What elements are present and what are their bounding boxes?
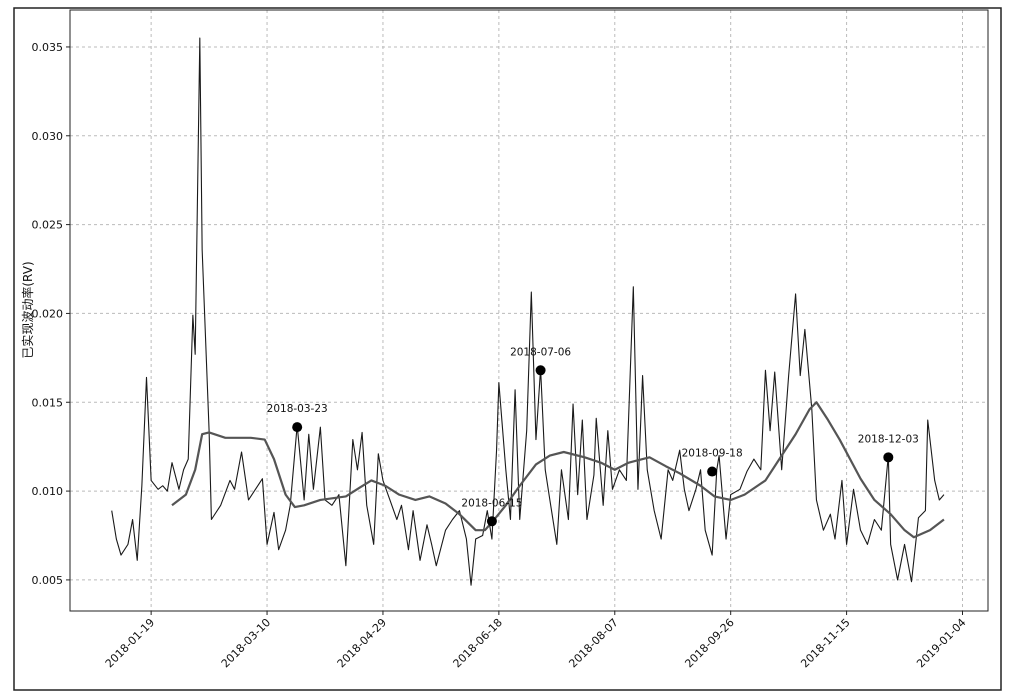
annotation-point	[486, 516, 497, 527]
y-tick-label: 0.020	[32, 307, 64, 320]
plot-area	[69, 9, 989, 612]
series-line	[171, 401, 945, 539]
y-tick-label: 0.015	[32, 396, 64, 409]
y-tick-label: 0.035	[32, 41, 64, 54]
frame	[13, 7, 1002, 691]
annotation-point	[707, 466, 718, 477]
y-tick-label: 0.025	[32, 219, 64, 232]
y-tick-label: 0.030	[32, 130, 64, 143]
annotation-point	[535, 365, 546, 376]
annotation-label: 2018-07-06	[510, 346, 571, 358]
y-tick-label: 0.010	[32, 485, 64, 498]
annotation-point	[292, 422, 303, 433]
y-tick-label: 0.005	[32, 574, 64, 587]
annotation-label: 2018-03-23	[267, 403, 328, 415]
annotation-label: 2018-09-18	[682, 448, 743, 460]
annotation-label: 2018-06-15	[461, 497, 522, 509]
series-line	[111, 37, 945, 586]
annotation-point	[883, 452, 894, 463]
y-axis-label: 已实现波动率(RV)	[20, 261, 35, 358]
annotation-label: 2018-12-03	[858, 433, 919, 445]
